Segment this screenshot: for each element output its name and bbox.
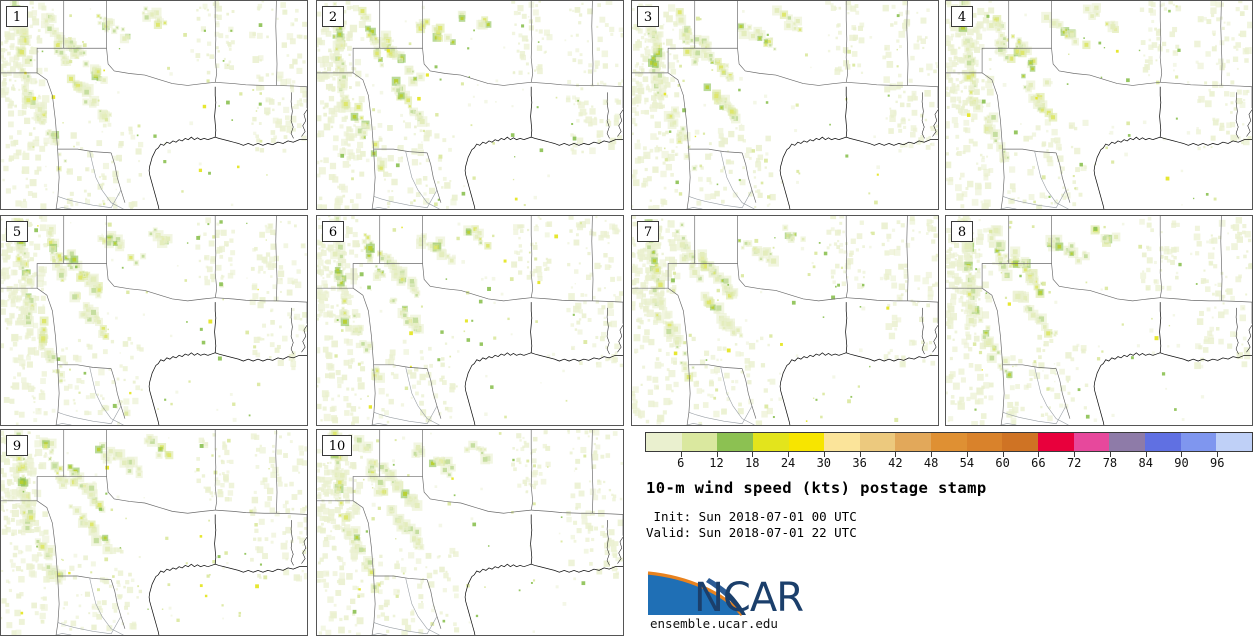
member-map <box>317 216 623 425</box>
colorbar-tick-label: 54 <box>960 456 974 470</box>
member-map <box>1 216 307 425</box>
colorbar-swatch <box>717 433 753 451</box>
colorbar-tick-label: 84 <box>1138 456 1152 470</box>
colorbar-tick-label: 48 <box>924 456 938 470</box>
colorbar-swatch <box>1181 433 1217 451</box>
colorbar-swatch <box>824 433 860 451</box>
colorbar-swatch <box>682 433 718 451</box>
colorbar-swatch <box>1109 433 1145 451</box>
ncar-logo-text: NCAR <box>694 578 803 618</box>
panel-number-label: 10 <box>322 435 352 456</box>
member-map <box>946 1 1252 209</box>
ensemble-member-panel[interactable]: 3 <box>631 0 939 210</box>
panel-number-label: 6 <box>322 221 344 242</box>
colorbar-tick-label: 24 <box>781 456 795 470</box>
member-map <box>1 430 307 635</box>
panel-number-label: 8 <box>951 221 973 242</box>
colorbar-swatch <box>646 433 682 451</box>
member-map <box>1 1 307 209</box>
colorbar-tick-label: 12 <box>709 456 723 470</box>
colorbar-ticks: 6 12 18 24 30 36 42 48 54 60 66 72 78 84 90 96 <box>645 452 1253 468</box>
colorbar-swatch <box>1216 433 1252 451</box>
colorbar-tick-label: 66 <box>1031 456 1045 470</box>
valid-time-label: Valid: Sun 2018-07-01 22 UTC <box>646 525 857 540</box>
ensemble-member-panel[interactable]: 5 <box>0 215 308 426</box>
colorbar-swatch <box>967 433 1003 451</box>
colorbar-swatch <box>1074 433 1110 451</box>
colorbar-tick-label: 18 <box>745 456 759 470</box>
colorbar-tick-label: 6 <box>677 456 684 470</box>
colorbar-tick-label: 42 <box>888 456 902 470</box>
member-map <box>632 1 938 209</box>
colorbar <box>645 432 1253 452</box>
colorbar-swatch <box>789 433 825 451</box>
colorbar-swatch <box>931 433 967 451</box>
panel-number-label: 5 <box>6 221 28 242</box>
colorbar-swatch <box>1145 433 1181 451</box>
ensemble-member-panel[interactable]: 6 <box>316 215 624 426</box>
init-time-label: Init: Sun 2018-07-01 00 UTC <box>646 509 857 524</box>
ensemble-member-panel[interactable]: 2 <box>316 0 624 210</box>
ensemble-member-panel[interactable]: 9 <box>0 429 308 636</box>
colorbar-swatch <box>1002 433 1038 451</box>
panel-number-label: 9 <box>6 435 28 456</box>
colorbar-tick-label: 72 <box>1067 456 1081 470</box>
member-map <box>317 430 623 635</box>
panel-number-label: 1 <box>6 6 28 27</box>
ensemble-member-panel[interactable]: 1 <box>0 0 308 210</box>
colorbar-swatch <box>753 433 789 451</box>
colorbar-tick-label: 96 <box>1210 456 1224 470</box>
colorbar-tick-label: 60 <box>995 456 1009 470</box>
colorbar-tick-label: 30 <box>817 456 831 470</box>
member-map <box>317 1 623 209</box>
ensemble-member-panel[interactable]: 7 <box>631 215 939 426</box>
colorbar-tick-label: 90 <box>1174 456 1188 470</box>
colorbar-tick-label: 78 <box>1103 456 1117 470</box>
member-map <box>632 216 938 425</box>
panel-number-label: 2 <box>322 6 344 27</box>
colorbar-swatch <box>1038 433 1074 451</box>
panel-number-label: 7 <box>637 221 659 242</box>
figure-title: 10-m wind speed (kts) postage stamp <box>646 479 987 497</box>
colorbar-swatch <box>860 433 896 451</box>
colorbar-tick-label: 36 <box>852 456 866 470</box>
site-url-label: ensemble.ucar.edu <box>650 616 778 631</box>
ensemble-member-panel[interactable]: 10 <box>316 429 624 636</box>
member-map <box>946 216 1252 425</box>
ensemble-member-panel[interactable]: 8 <box>945 215 1253 426</box>
colorbar-swatch <box>895 433 931 451</box>
panel-number-label: 4 <box>951 6 973 27</box>
panel-number-label: 3 <box>637 6 659 27</box>
ensemble-member-panel[interactable]: 4 <box>945 0 1253 210</box>
